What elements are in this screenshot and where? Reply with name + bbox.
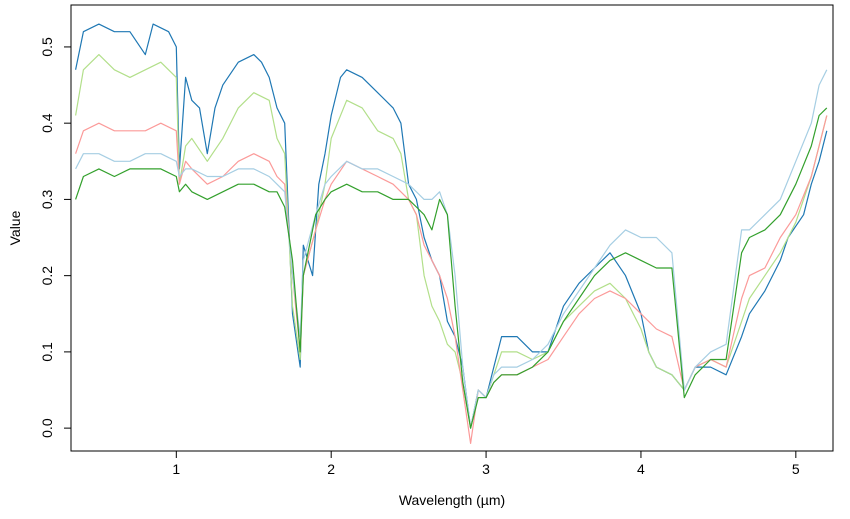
series-line-1	[75, 23, 828, 429]
y-tick-label: 0.1	[39, 342, 55, 362]
x-tick-label: 1	[172, 461, 180, 477]
y-tick-label: 0.3	[39, 189, 55, 209]
y-tick-label: 0.5	[39, 37, 55, 57]
x-tick-label: 2	[327, 461, 335, 477]
series-line-4	[75, 69, 828, 429]
x-tick-label: 4	[637, 461, 645, 477]
series-layer	[75, 23, 828, 444]
x-tick-label: 3	[482, 461, 490, 477]
y-tick-label: 0.4	[39, 113, 55, 133]
y-axis: 0.0 0.1 0.2 0.3 0.4 0.5	[39, 37, 71, 438]
y-tick-label: 0.0	[39, 418, 55, 438]
y-tick-label: 0.2	[39, 266, 55, 286]
plot-frame	[70, 4, 834, 452]
y-axis-title: Value	[7, 210, 23, 245]
series-line-3	[75, 115, 828, 444]
x-axis-title: Wavelength (µm)	[399, 492, 505, 508]
series-line-5	[75, 107, 828, 429]
x-axis: 1 2 3 4 5	[172, 451, 800, 477]
x-tick-label: 5	[792, 461, 800, 477]
